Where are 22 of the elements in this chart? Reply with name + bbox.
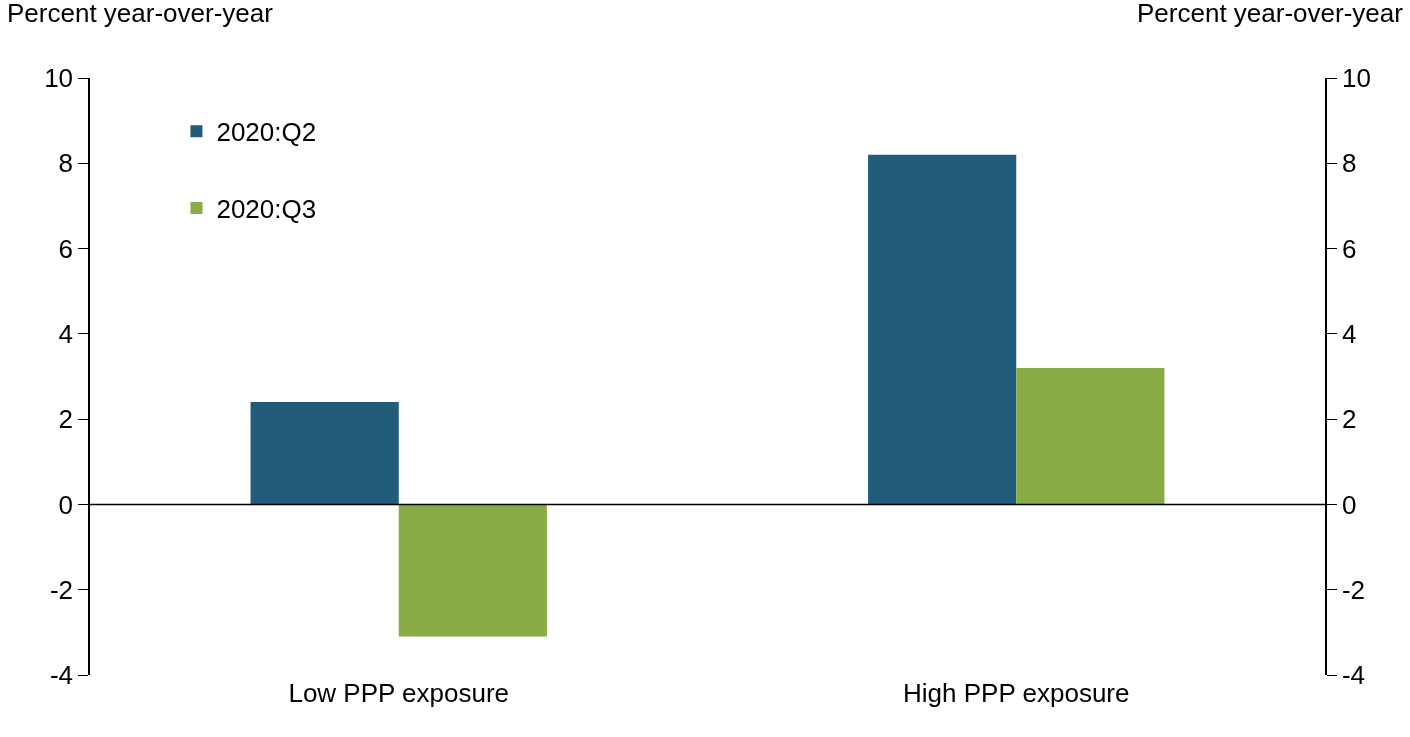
x-tick-label: Low PPP exposure xyxy=(288,678,510,708)
y2-tick-label: -4 xyxy=(1341,660,1366,691)
y2-tick-label: 2 xyxy=(1341,404,1357,435)
y-axis-title: Percent year-over-year xyxy=(7,0,274,28)
y2-tick-label: 10 xyxy=(1341,63,1371,94)
y2-tick-label: -2 xyxy=(1341,574,1366,605)
y-tick-label: -4 xyxy=(49,660,74,691)
y-tick-label: 8 xyxy=(58,148,74,179)
y-tick-label: 6 xyxy=(58,233,74,264)
y2-tick-label: 6 xyxy=(1341,233,1357,264)
y-tick-label: 4 xyxy=(58,318,74,349)
legend-label: 2020:Q3 xyxy=(216,194,317,225)
y2-tick-label: 0 xyxy=(1341,489,1357,520)
x-tick-label: High PPP exposure xyxy=(903,678,1130,708)
legend-label: 2020:Q2 xyxy=(216,117,317,148)
y2-tick-label: 4 xyxy=(1341,318,1357,349)
y-tick-label: 2 xyxy=(58,404,74,435)
y2-axis-title: Percent year-over-year xyxy=(1137,0,1404,28)
y2-tick-label: 8 xyxy=(1341,148,1357,179)
y-tick-label: -2 xyxy=(49,574,74,605)
y-tick-label: 0 xyxy=(58,489,74,520)
y-tick-label: 10 xyxy=(44,63,74,94)
